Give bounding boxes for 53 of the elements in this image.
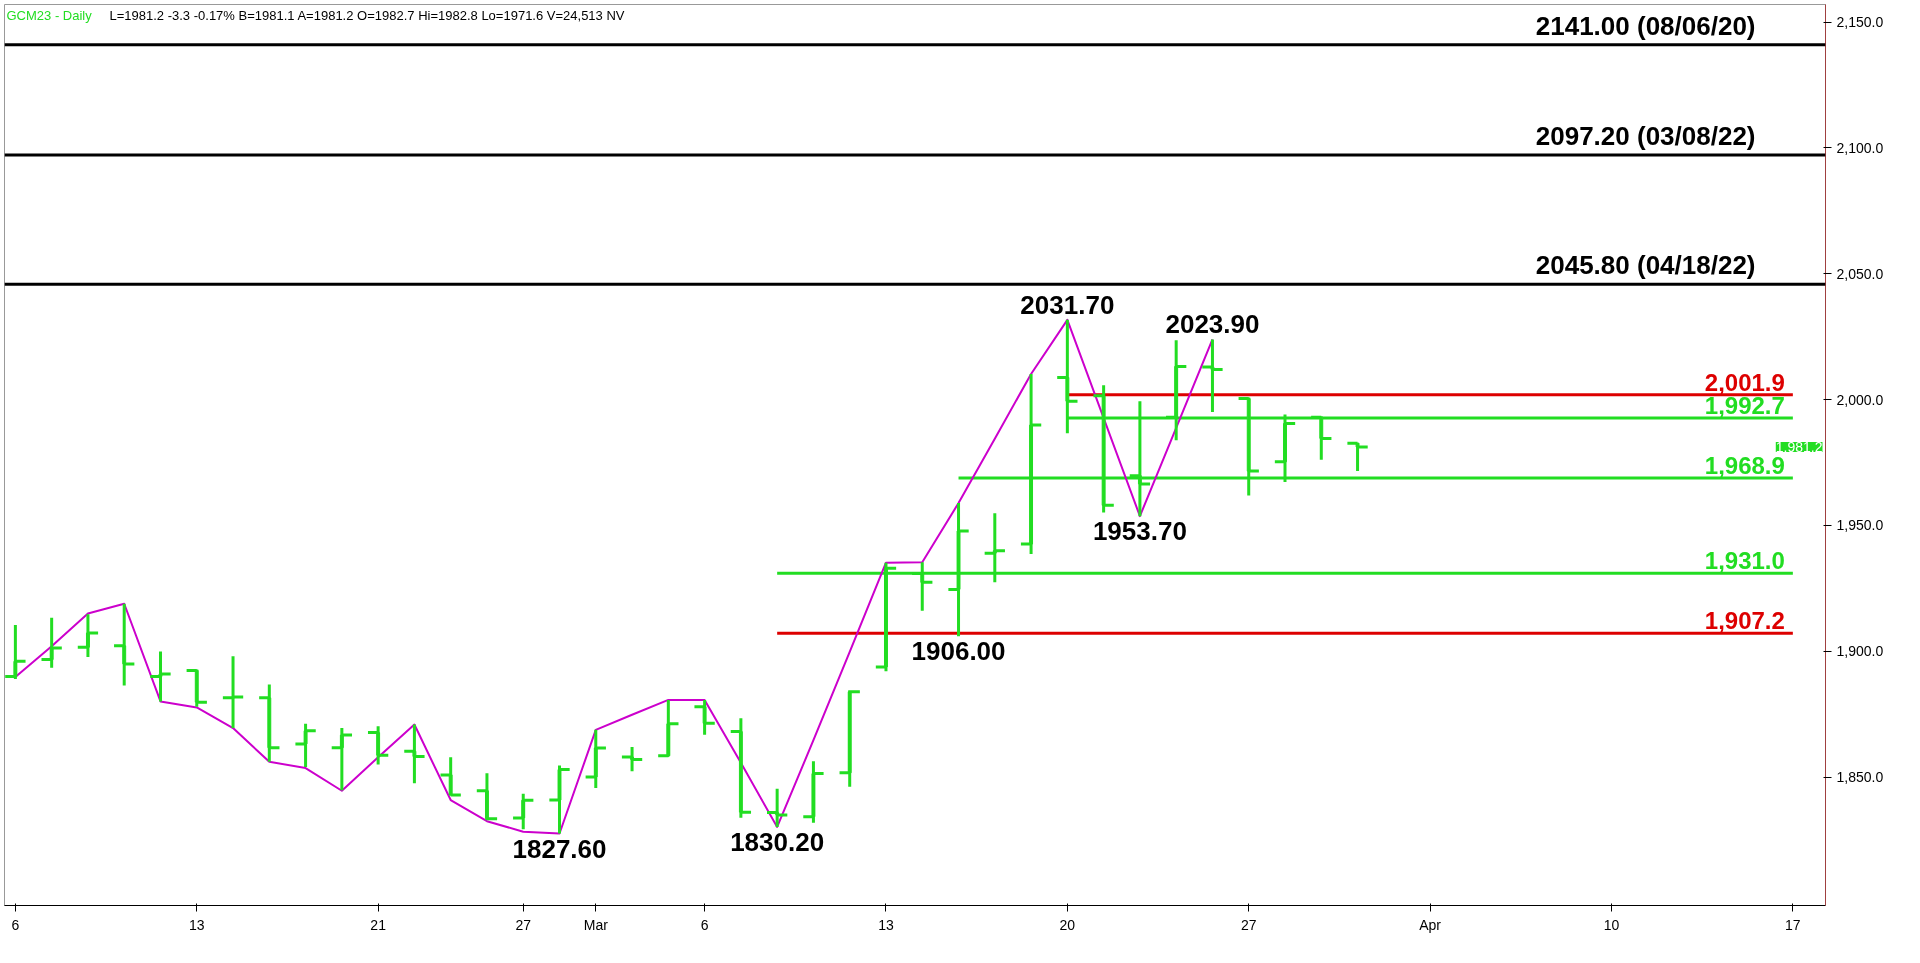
candlestick [148, 650, 173, 703]
annotation: 1830.20 [730, 826, 825, 857]
candlestick [692, 698, 717, 737]
ref-line-label: 2045.80 (04/18/22) [1535, 250, 1756, 281]
annotation: 1827.60 [512, 833, 607, 864]
annotation: 1906.00 [911, 636, 1006, 667]
x-tick-label: 13 [878, 916, 894, 933]
candlestick [511, 792, 535, 831]
x-tick-label: 6 [11, 916, 20, 933]
candlestick [112, 602, 136, 688]
y-tick-label: 1,850.0 [1836, 769, 1884, 786]
candlestick [330, 726, 354, 792]
x-tick-label: 27 [1240, 916, 1257, 933]
candlestick [76, 612, 100, 659]
candlestick [620, 745, 644, 773]
candlestick [765, 787, 789, 829]
y-tick-label: 1,950.0 [1836, 517, 1884, 534]
candlestick [257, 683, 281, 764]
chart-subtitle: L=1981.2 -3.3 -0.17% B=1981.1 A=1981.2 O=1982.7 Hi=1982.8 Lo=1971.6 V=24,513 NV [109, 7, 625, 23]
y-tick-label: 2,150.0 [1836, 14, 1884, 31]
candlestick [293, 722, 318, 769]
x-tick-label: 13 [188, 916, 205, 933]
x-tick-label: 17 [1785, 916, 1801, 933]
x-tick-label: Apr [1419, 916, 1442, 933]
series-label: 2,001.9 [1704, 368, 1785, 396]
series-label: 1,931.0 [1704, 547, 1785, 575]
candlestick [547, 764, 572, 836]
x-tick-label: Mar [583, 916, 609, 933]
candlestick [221, 654, 245, 730]
y-tick-label: 1,900.0 [1836, 643, 1884, 660]
x-tick-label: 6 [700, 916, 709, 933]
x-tick-label: 10 [1603, 916, 1620, 933]
annotation: 2023.90 [1165, 309, 1260, 340]
x-tick-label: 20 [1059, 916, 1076, 933]
ref-line-label: 2141.00 (08/06/20) [1535, 10, 1756, 41]
candlestick [584, 728, 608, 790]
series-label: 1,907.2 [1704, 607, 1785, 635]
y-tick-label: 2,100.0 [1836, 139, 1884, 156]
candlestick [40, 616, 64, 670]
candlestick [4, 623, 28, 681]
ref-line-label: 2097.20 (03/08/22) [1535, 121, 1756, 151]
candlestick [1200, 337, 1225, 414]
x-tick-label: 21 [370, 916, 387, 933]
y-tick-label: 2,050.0 [1836, 265, 1884, 282]
candlestick [729, 716, 753, 820]
candlestick [801, 759, 826, 825]
candlestick [366, 724, 390, 767]
x-tick-label: 27 [515, 916, 532, 933]
y-tick-label: 2,000.0 [1836, 391, 1884, 408]
candlestick [402, 723, 427, 785]
annotation: 1953.70 [1092, 516, 1187, 547]
annotation: 2031.70 [1020, 289, 1115, 320]
chart-title: GCM23 - Daily [6, 7, 93, 23]
